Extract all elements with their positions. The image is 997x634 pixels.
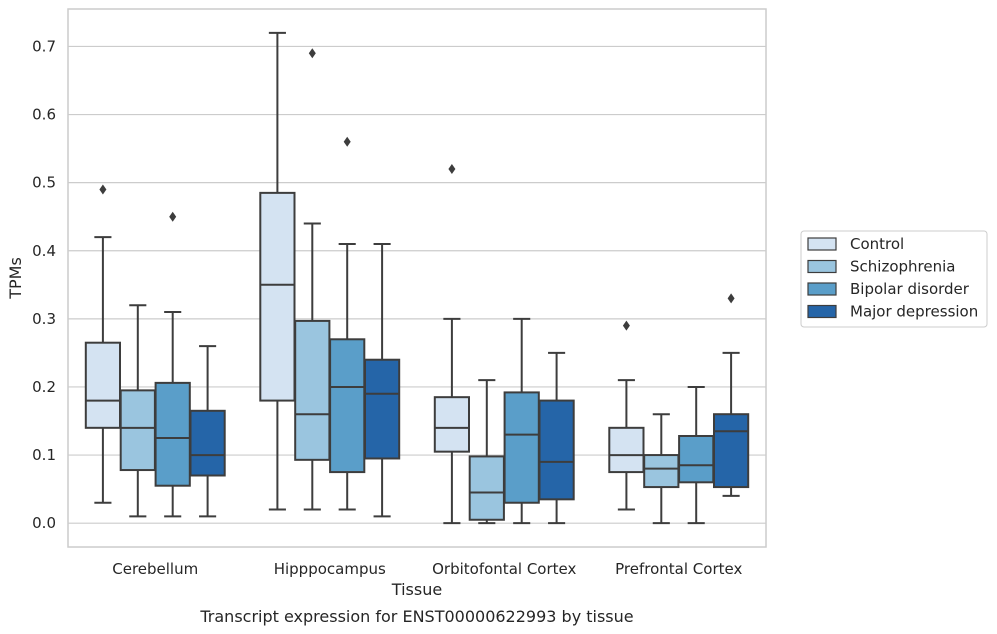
outlier-point	[99, 184, 107, 195]
x-tick-label: Cerebellum	[112, 560, 198, 578]
x-tick-label: Prefrontal Cortex	[615, 560, 742, 578]
y-tick-labels: 0.0 0.1 0.2 0.3 0.4 0.5 0.6 0.7	[32, 37, 56, 532]
y-tick-label: 0.3	[32, 310, 56, 328]
box-body	[643, 454, 680, 489]
box-0-1	[119, 304, 156, 518]
box-body	[84, 341, 122, 429]
box-body	[363, 358, 401, 460]
outlier-point	[169, 211, 177, 222]
legend-frame	[800, 230, 988, 328]
x-tick-label: Orbitofontal Cortex	[432, 560, 576, 578]
box-3-1	[643, 413, 680, 525]
box-body	[503, 391, 540, 504]
legend-swatch	[807, 282, 837, 296]
box-body	[189, 409, 226, 477]
y-axis-title: TPMs	[6, 257, 25, 300]
box-0-3	[189, 345, 226, 518]
outlier-point	[448, 164, 456, 175]
legend-label: Bipolar disorder	[850, 280, 970, 298]
box-body	[712, 413, 750, 489]
box-1-2	[329, 136, 366, 511]
outlier-point	[308, 48, 316, 59]
box-1-1	[294, 48, 331, 511]
box-2-3	[538, 351, 575, 525]
y-tick-label: 0.6	[32, 106, 56, 124]
box-body	[119, 389, 156, 472]
box-3-3	[712, 293, 750, 497]
box-body	[538, 399, 575, 501]
box-0-2	[154, 211, 191, 518]
y-tick-label: 0.1	[32, 446, 56, 464]
box-3-2	[678, 385, 715, 525]
y-tick-label: 0.2	[32, 378, 56, 396]
legend-label: Schizophrenia	[850, 258, 955, 276]
box-1-0	[259, 31, 296, 511]
x-tick-labels: Cerebellum Hipppocampus Orbitofontal Corte…	[112, 560, 742, 578]
y-tick-label: 0.4	[32, 242, 56, 260]
box-1-3	[363, 242, 401, 518]
box-body	[468, 455, 505, 521]
box-body	[433, 396, 471, 453]
legend: Control Schizophrenia Bipolar disorder Majo…	[800, 230, 988, 328]
boxes-layer	[84, 31, 750, 525]
legend-swatch	[807, 304, 837, 319]
legend-label: Major depression	[850, 303, 978, 321]
y-tick-label: 0.5	[32, 174, 56, 192]
outlier-point	[727, 293, 735, 304]
legend-swatch	[807, 259, 837, 274]
box-0-0	[84, 184, 122, 504]
x-tick-label: Hipppocampus	[274, 560, 386, 578]
outlier-point	[343, 136, 351, 147]
y-tick-label: 0.7	[32, 37, 56, 55]
box-2-1	[468, 379, 505, 525]
x-axis-title: Tissue	[391, 580, 442, 599]
box-body	[259, 191, 296, 402]
box-2-2	[503, 317, 540, 525]
outlier-point	[622, 320, 630, 331]
box-2-0	[433, 164, 471, 525]
legend-swatch	[807, 237, 837, 251]
chart-caption: Transcript expression for ENST0000062299…	[199, 607, 633, 626]
legend-label: Control	[850, 235, 904, 253]
box-body	[608, 426, 645, 474]
box-body	[678, 434, 715, 484]
box-body	[294, 319, 331, 461]
box-body	[329, 338, 366, 474]
box-3-0	[608, 320, 645, 511]
y-tick-label: 0.0	[32, 514, 56, 532]
plot-frame	[67, 8, 767, 548]
box-body	[154, 381, 191, 487]
